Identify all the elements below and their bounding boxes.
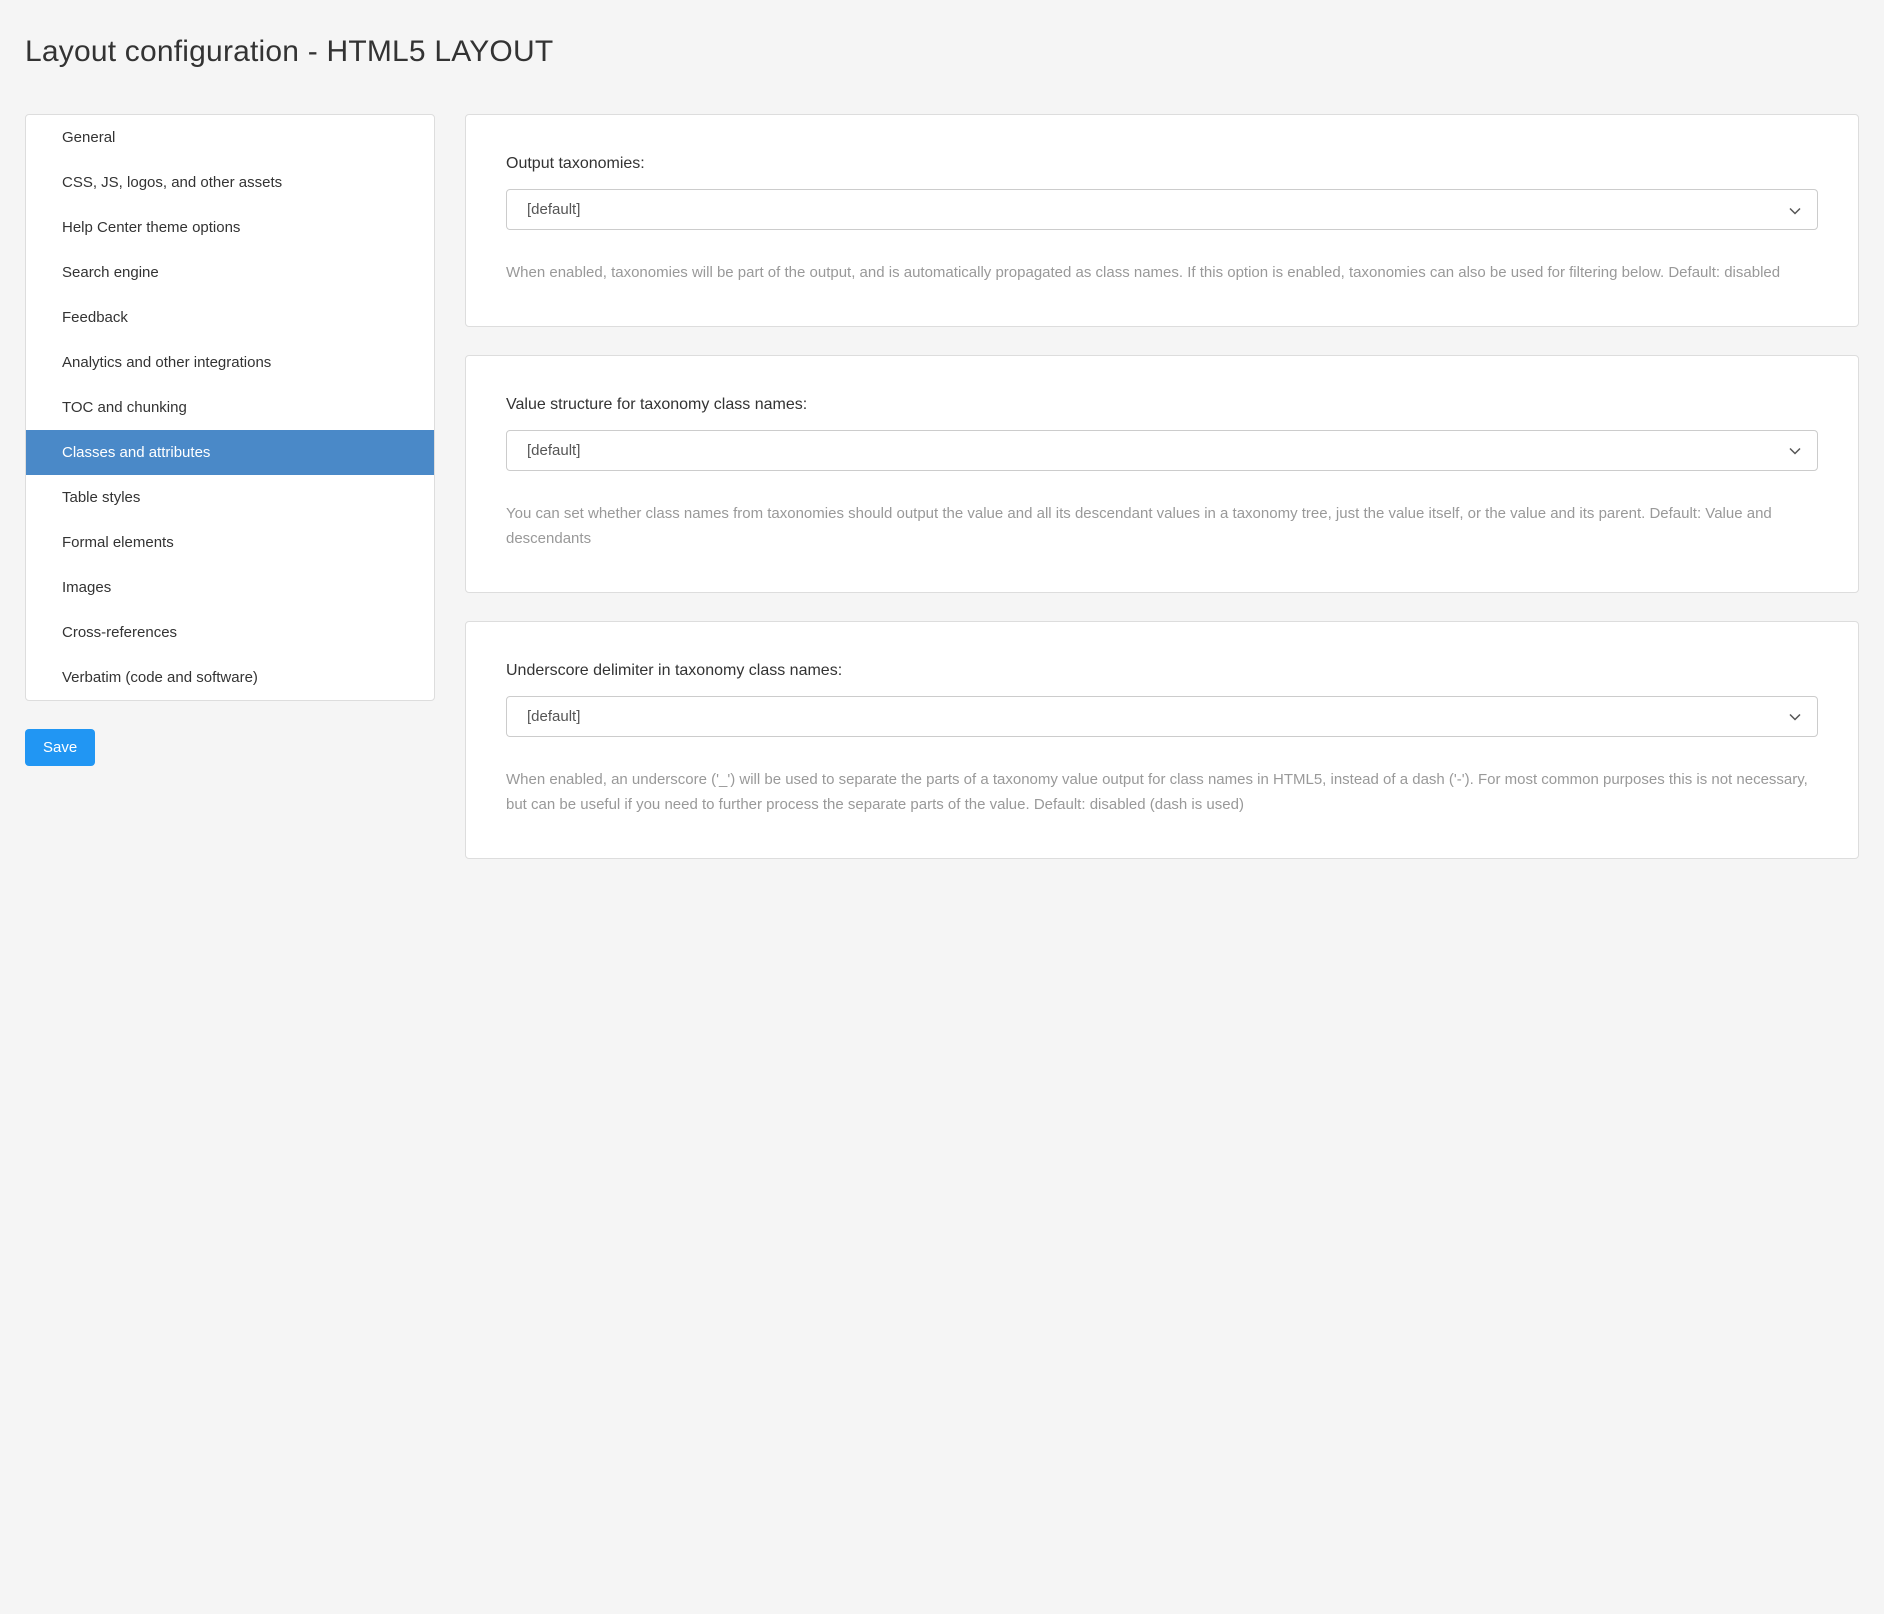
sidebar-item-css-js-assets[interactable]: CSS, JS, logos, and other assets — [26, 160, 434, 205]
main-content: Output taxonomies: [default] When enable… — [465, 114, 1859, 887]
panel-underscore-delimiter: Underscore delimiter in taxonomy class n… — [465, 621, 1859, 859]
output-taxonomies-selected: [default] — [527, 201, 580, 218]
sidebar-item-images[interactable]: Images — [26, 565, 434, 610]
sidebar-item-analytics[interactable]: Analytics and other integrations — [26, 340, 434, 385]
sidebar-item-table-styles[interactable]: Table styles — [26, 475, 434, 520]
underscore-delimiter-selected: [default] — [527, 708, 580, 725]
value-structure-select[interactable]: [default] — [506, 430, 1818, 471]
chevron-down-icon — [1789, 204, 1801, 216]
value-structure-help: You can set whether class names from tax… — [506, 501, 1818, 552]
sidebar-item-search-engine[interactable]: Search engine — [26, 250, 434, 295]
output-taxonomies-select[interactable]: [default] — [506, 189, 1818, 230]
underscore-delimiter-help: When enabled, an underscore ('_') will b… — [506, 767, 1818, 818]
sidebar-item-verbatim[interactable]: Verbatim (code and software) — [26, 655, 434, 700]
value-structure-label: Value structure for taxonomy class names… — [506, 396, 1818, 414]
underscore-delimiter-select[interactable]: [default] — [506, 696, 1818, 737]
value-structure-selected: [default] — [527, 442, 580, 459]
output-taxonomies-help: When enabled, taxonomies will be part of… — [506, 260, 1818, 286]
chevron-down-icon — [1789, 710, 1801, 722]
sidebar-item-general[interactable]: General — [26, 115, 434, 160]
panel-value-structure: Value structure for taxonomy class names… — [465, 355, 1859, 593]
sidebar-item-help-center-theme[interactable]: Help Center theme options — [26, 205, 434, 250]
sidebar-item-formal-elements[interactable]: Formal elements — [26, 520, 434, 565]
sidebar-item-cross-references[interactable]: Cross-references — [26, 610, 434, 655]
save-button[interactable]: Save — [25, 729, 95, 766]
sidebar-nav: General CSS, JS, logos, and other assets… — [25, 114, 435, 701]
panel-output-taxonomies: Output taxonomies: [default] When enable… — [465, 114, 1859, 327]
sidebar-item-feedback[interactable]: Feedback — [26, 295, 434, 340]
sidebar-item-classes-attributes[interactable]: Classes and attributes — [26, 430, 434, 475]
underscore-delimiter-label: Underscore delimiter in taxonomy class n… — [506, 662, 1818, 680]
output-taxonomies-label: Output taxonomies: — [506, 155, 1818, 173]
chevron-down-icon — [1789, 444, 1801, 456]
page-title: Layout configuration - HTML5 LAYOUT — [25, 35, 1859, 69]
sidebar-item-toc-chunking[interactable]: TOC and chunking — [26, 385, 434, 430]
